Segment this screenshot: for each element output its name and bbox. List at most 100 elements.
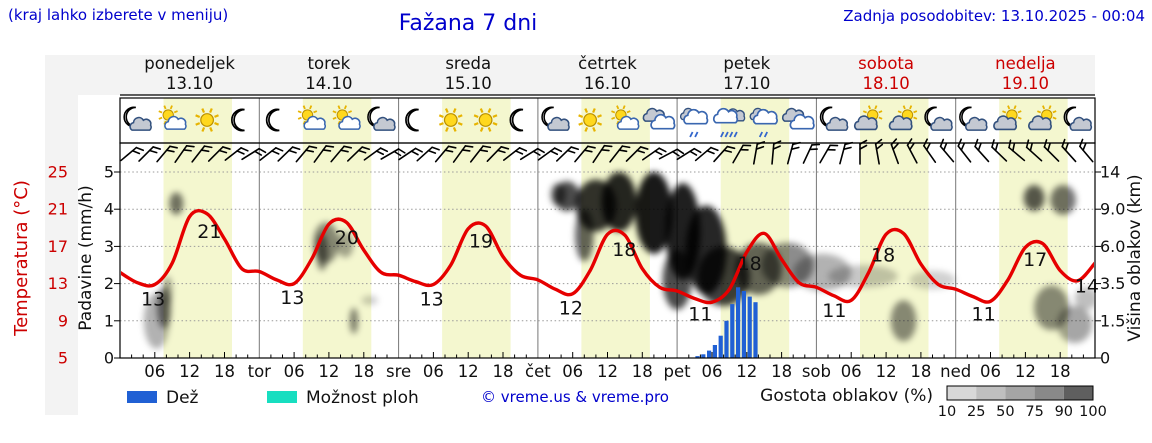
weather-icon-moon [509, 108, 524, 132]
rain-bars [695, 287, 758, 358]
showers-swatch [267, 391, 297, 403]
density-scale-tick: 75 [1025, 404, 1043, 420]
temp-value-label: 11 [822, 300, 846, 322]
svg-text:0: 0 [1100, 349, 1110, 368]
svg-text:3.5: 3.5 [1100, 274, 1125, 293]
svg-text:3: 3 [104, 237, 114, 256]
cloud-density-label: Gostota oblakov (%) [760, 386, 933, 406]
day-date: 14.10 [305, 74, 352, 93]
temp-value-label: 19 [469, 231, 493, 253]
weather-icon-moon [405, 108, 419, 132]
copyright: © vreme.us & vreme.pro [481, 388, 669, 406]
density-scale-tick: 90 [1055, 404, 1073, 420]
density-scale-tick: 25 [967, 404, 985, 420]
weather-icon-sun-cloud [158, 105, 187, 130]
showers-label: Možnost ploh [306, 388, 419, 408]
svg-text:18: 18 [771, 362, 792, 381]
svg-text:06: 06 [284, 362, 305, 381]
daylight-band [442, 98, 511, 358]
temp-value-label: 13 [420, 288, 444, 310]
day-date: 19.10 [1002, 74, 1049, 93]
day-name: torek [308, 54, 351, 73]
svg-text:18: 18 [1050, 362, 1071, 381]
svg-text:06: 06 [841, 362, 862, 381]
weather-icon-moon [265, 108, 280, 132]
svg-text:12: 12 [876, 362, 897, 381]
wind-barbs [120, 138, 1094, 165]
temp-value-label: 18 [871, 245, 895, 267]
svg-text:2: 2 [104, 274, 114, 293]
location-hint: (kraj lahko izberete v meniju) [8, 6, 229, 24]
temp-value-label: 11 [688, 304, 712, 326]
weather-icon-rain-heavy [712, 107, 746, 138]
svg-text:06: 06 [423, 362, 444, 381]
svg-text:12: 12 [318, 362, 339, 381]
svg-text:Višina oblakov (km): Višina oblakov (km) [1125, 174, 1145, 341]
temp-value-label: 12 [559, 297, 583, 319]
density-scale-tick: 50 [996, 404, 1014, 420]
svg-text:12: 12 [597, 362, 618, 381]
svg-text:Temperatura (°C): Temperatura (°C) [11, 180, 32, 337]
weather-icon-clouds [642, 107, 676, 130]
svg-text:12: 12 [736, 362, 757, 381]
weather-icon-moon-cloud [959, 106, 988, 131]
weather-icon-sun [473, 108, 498, 132]
precip-axis: 5 4 3 2 1 0 Padavine (mm/h) [76, 163, 114, 368]
temp-value-label: 21 [197, 221, 221, 243]
rain-swatch [127, 391, 157, 403]
day-date: 13.10 [166, 74, 213, 93]
svg-text:0: 0 [104, 349, 114, 368]
svg-text:18: 18 [632, 362, 653, 381]
svg-text:6.0: 6.0 [1100, 237, 1125, 256]
svg-text:5: 5 [104, 163, 114, 182]
temp-value-label: 18 [612, 239, 636, 261]
density-scale-tick: 10 [938, 404, 956, 420]
temp-value-label: 11 [972, 303, 996, 325]
svg-text:9: 9 [58, 311, 68, 330]
svg-text:9.0: 9.0 [1100, 200, 1125, 219]
temperature-curve [121, 209, 1094, 305]
weather-icon-sun-graycloud [888, 105, 918, 131]
weather-icon-moon-cloud [924, 106, 953, 131]
svg-text:12: 12 [179, 362, 200, 381]
svg-text:4: 4 [104, 200, 114, 219]
last-updated: Zadnja posodobitev: 13.10.2025 - 00:04 [843, 7, 1145, 25]
weather-icon-moon-cloud [819, 106, 849, 131]
svg-text:1: 1 [104, 311, 114, 330]
weather-icon-moon [231, 108, 245, 132]
svg-text:18: 18 [910, 362, 931, 381]
svg-text:06: 06 [562, 362, 583, 381]
day-name: nedelja [995, 54, 1056, 73]
svg-text:sob: sob [802, 362, 831, 381]
day-name: sobota [858, 54, 914, 73]
svg-text:sre: sre [386, 362, 411, 381]
svg-text:Padavine (mm/h): Padavine (mm/h) [76, 185, 96, 330]
weather-icon-sun-cloud [297, 105, 326, 130]
daylight-band [163, 98, 232, 358]
svg-text:06: 06 [980, 362, 1001, 381]
day-date: 16.10 [584, 74, 631, 93]
temp-value-label: 13 [141, 288, 165, 310]
svg-text:18: 18 [493, 362, 514, 381]
svg-text:5: 5 [58, 349, 68, 368]
weather-icon-moon-cloud [123, 106, 152, 131]
day-date: 17.10 [723, 74, 770, 93]
svg-text:ned: ned [940, 362, 971, 381]
svg-text:12: 12 [1015, 362, 1036, 381]
time-axis: 06 12 18 tor 06 12 18 sre 06 12 18 čet 06 12 18 pet 06 12… [131, 352, 1084, 381]
svg-text:18: 18 [214, 362, 235, 381]
axis-gutter [45, 55, 78, 415]
day-date: 15.10 [445, 74, 492, 93]
svg-text:čet: čet [525, 362, 551, 381]
legend: Dež Možnost ploh © vreme.us & vreme.pro Gos… [127, 385, 1107, 420]
day-date: 18.10 [862, 74, 909, 93]
weather-icon-sun-cloud [611, 105, 640, 130]
svg-text:06: 06 [144, 362, 165, 381]
day-header-band [45, 55, 1095, 95]
svg-text:12: 12 [458, 362, 479, 381]
day-name: sreda [445, 54, 491, 73]
weather-icon-sun [578, 108, 603, 132]
cloud-density-layer [143, 172, 1094, 349]
